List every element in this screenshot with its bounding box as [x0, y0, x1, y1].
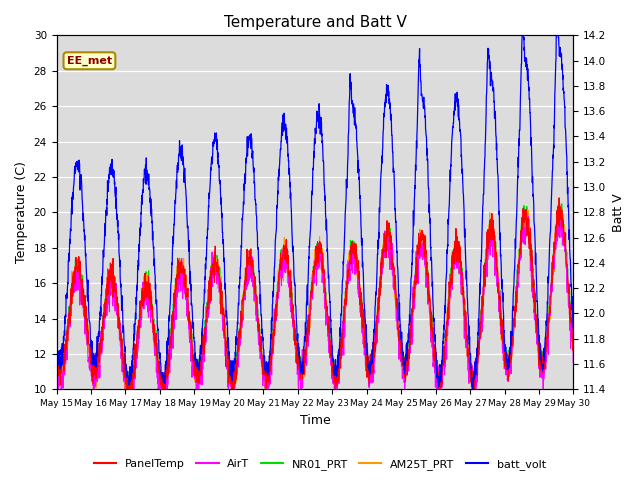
- AM25T_PRT: [524, 228, 532, 233]
- NR01_PRT: [125, 386, 132, 392]
- AirT: [341, 335, 349, 340]
- NR01_PRT: [570, 341, 577, 347]
- AM25T_PRT: [52, 368, 60, 374]
- NR01_PRT: [524, 228, 532, 233]
- batt_volt: [330, 357, 337, 363]
- AM25T_PRT: [330, 377, 337, 383]
- AirT: [524, 214, 531, 220]
- AM25T_PRT: [341, 299, 349, 304]
- batt_volt: [570, 325, 577, 331]
- AirT: [570, 360, 577, 365]
- AM25T_PRT: [554, 202, 562, 208]
- NR01_PRT: [341, 306, 349, 312]
- PanelTemp: [197, 372, 205, 378]
- batt_volt: [465, 336, 472, 342]
- PanelTemp: [330, 370, 337, 375]
- Title: Temperature and Batt V: Temperature and Batt V: [223, 15, 406, 30]
- Line: NR01_PRT: NR01_PRT: [56, 204, 573, 389]
- Line: AirT: AirT: [56, 208, 573, 389]
- PanelTemp: [556, 195, 563, 201]
- AirT: [538, 355, 546, 361]
- AirT: [52, 386, 60, 392]
- batt_volt: [52, 341, 60, 347]
- PanelTemp: [123, 386, 131, 392]
- batt_volt: [524, 74, 532, 80]
- AM25T_PRT: [570, 331, 577, 336]
- AM25T_PRT: [90, 386, 97, 392]
- X-axis label: Time: Time: [300, 414, 330, 427]
- Line: AM25T_PRT: AM25T_PRT: [56, 205, 573, 389]
- AirT: [465, 366, 472, 372]
- batt_volt: [196, 344, 204, 349]
- PanelTemp: [341, 298, 349, 304]
- NR01_PRT: [465, 358, 473, 364]
- batt_volt: [341, 232, 349, 238]
- AirT: [330, 367, 337, 373]
- PanelTemp: [570, 336, 577, 342]
- PanelTemp: [538, 366, 546, 372]
- NR01_PRT: [558, 201, 566, 207]
- PanelTemp: [465, 346, 473, 352]
- AM25T_PRT: [197, 371, 205, 376]
- batt_volt: [538, 362, 546, 368]
- Y-axis label: Batt V: Batt V: [612, 193, 625, 232]
- batt_volt: [518, 33, 526, 38]
- AM25T_PRT: [465, 360, 473, 366]
- NR01_PRT: [538, 348, 546, 354]
- batt_volt: [469, 386, 477, 392]
- PanelTemp: [52, 359, 60, 364]
- NR01_PRT: [52, 348, 60, 353]
- Y-axis label: Temperature (C): Temperature (C): [15, 161, 28, 263]
- PanelTemp: [524, 217, 532, 223]
- Text: EE_met: EE_met: [67, 56, 112, 66]
- Line: PanelTemp: PanelTemp: [56, 198, 573, 389]
- AirT: [557, 205, 565, 211]
- Legend: PanelTemp, AirT, NR01_PRT, AM25T_PRT, batt_volt: PanelTemp, AirT, NR01_PRT, AM25T_PRT, ba…: [90, 455, 550, 474]
- AirT: [196, 368, 204, 374]
- NR01_PRT: [330, 363, 337, 369]
- AM25T_PRT: [538, 372, 546, 377]
- NR01_PRT: [197, 356, 205, 361]
- Line: batt_volt: batt_volt: [56, 36, 573, 389]
